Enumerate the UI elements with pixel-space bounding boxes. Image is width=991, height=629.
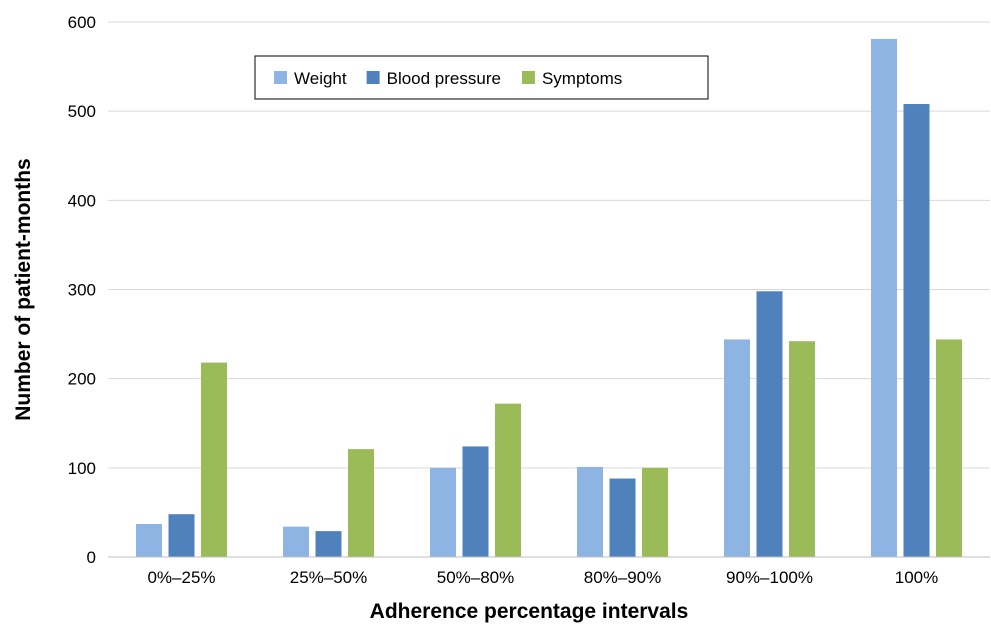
bar-weight — [430, 468, 456, 557]
x-tick-label: 0%–25% — [147, 568, 215, 587]
legend-label: Symptoms — [542, 69, 622, 88]
bar-blood-pressure — [169, 514, 195, 557]
y-tick-label: 500 — [68, 102, 96, 121]
y-tick-label: 200 — [68, 370, 96, 389]
y-tick-label: 0 — [87, 548, 96, 567]
x-axis-title: Adherence percentage intervals — [370, 600, 689, 623]
x-axis-tick-labels: 0%–25% 25%–50% 50%–80% 80%–90% 90%–100% 100% — [147, 568, 938, 587]
bar-symptoms — [936, 339, 962, 557]
x-tick-label: 100% — [895, 568, 938, 587]
bars — [136, 39, 962, 557]
legend-label: Weight — [294, 69, 347, 88]
bar-weight — [283, 527, 309, 557]
bar-blood-pressure — [463, 446, 489, 557]
bar-weight — [871, 39, 897, 557]
x-tick-label: 50%–80% — [437, 568, 515, 587]
legend-label: Blood pressure — [387, 69, 501, 88]
y-tick-label: 100 — [68, 459, 96, 478]
legend: Weight Blood pressure Symptoms — [255, 56, 708, 99]
y-axis-title: Number of patient-months — [12, 158, 35, 421]
bar-symptoms — [495, 404, 521, 557]
bar-blood-pressure — [757, 291, 783, 557]
bar-blood-pressure — [904, 104, 930, 557]
legend-swatch — [522, 71, 535, 84]
bar-symptoms — [201, 363, 227, 557]
bar-blood-pressure — [610, 479, 636, 557]
x-tick-label: 80%–90% — [584, 568, 662, 587]
bar-symptoms — [789, 341, 815, 557]
bar-weight — [724, 339, 750, 557]
bar-weight — [577, 467, 603, 557]
y-tick-label: 400 — [68, 191, 96, 210]
bar-symptoms — [642, 468, 668, 557]
legend-swatch — [274, 71, 287, 84]
legend-swatch — [367, 71, 380, 84]
y-axis-tick-labels: 0 100 200 300 400 500 600 — [68, 13, 96, 567]
x-tick-label: 25%–50% — [290, 568, 368, 587]
bar-blood-pressure — [316, 531, 342, 557]
y-tick-label: 600 — [68, 13, 96, 32]
bar-weight — [136, 524, 162, 557]
bar-symptoms — [348, 449, 374, 557]
y-tick-label: 300 — [68, 281, 96, 300]
x-tick-label: 90%–100% — [726, 568, 813, 587]
